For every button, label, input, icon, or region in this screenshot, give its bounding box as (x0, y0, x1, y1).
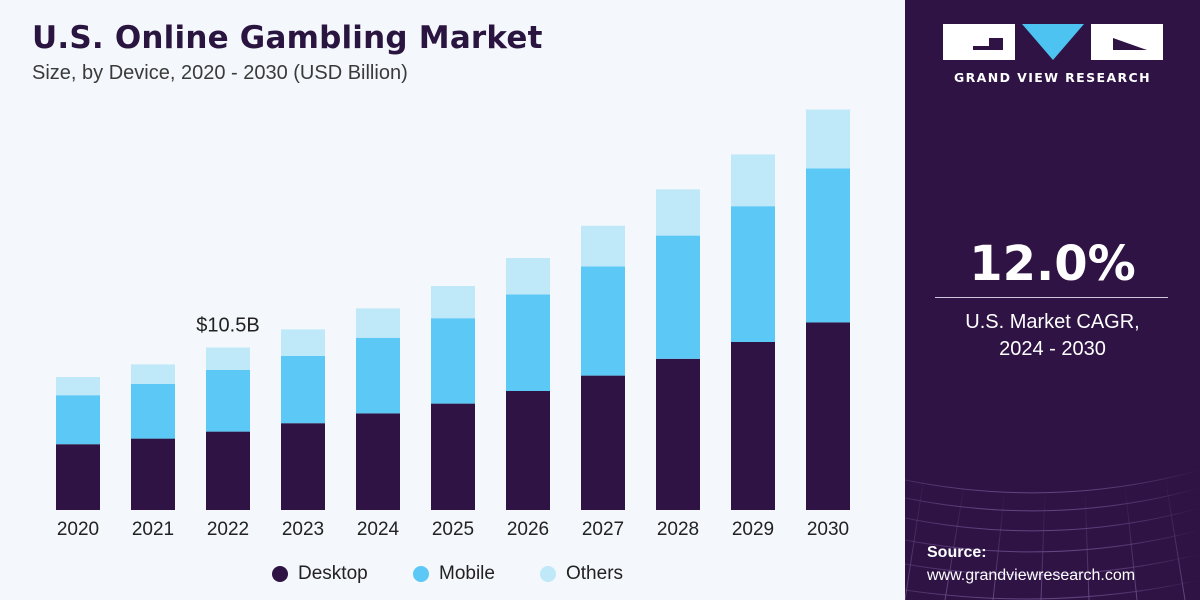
x-tick-2020: 2020 (57, 519, 99, 540)
bar-desktop-2023 (281, 423, 325, 510)
data-label-2022: $10.5B (196, 315, 259, 337)
legend-swatch-mobile (413, 566, 429, 582)
x-tick-2029: 2029 (732, 519, 774, 540)
x-tick-2026: 2026 (507, 519, 549, 540)
legend-item-desktop: Desktop (272, 563, 368, 585)
bar-mobile-2021 (131, 384, 175, 439)
gvr-logo (943, 24, 1163, 60)
bar-desktop-2026 (506, 391, 550, 510)
bar-desktop-2022 (206, 431, 250, 510)
bar-mobile-2026 (506, 294, 550, 391)
x-tick-2028: 2028 (657, 519, 699, 540)
x-tick-2024: 2024 (357, 519, 400, 540)
bar-others-2028 (656, 189, 700, 236)
bar-desktop-2025 (431, 403, 475, 510)
bar-others-2020 (56, 377, 100, 396)
bar-others-2026 (506, 258, 550, 295)
bar-others-2024 (356, 308, 400, 338)
legend-item-mobile: Mobile (413, 563, 495, 585)
bar-others-2025 (431, 286, 475, 319)
bar-mobile-2030 (806, 168, 850, 323)
bar-others-2027 (581, 225, 625, 267)
x-tick-2022: 2022 (207, 519, 249, 540)
x-tick-2030: 2030 (807, 519, 849, 540)
bar-desktop-2020 (56, 444, 100, 510)
bar-mobile-2023 (281, 356, 325, 424)
x-tick-2023: 2023 (282, 519, 324, 540)
cagr-label: U.S. Market CAGR, 2024 - 2030 (905, 309, 1200, 363)
legend-label-mobile: Mobile (439, 563, 495, 584)
cagr-label-line1: U.S. Market CAGR, (965, 311, 1140, 333)
legend-swatch-desktop (272, 566, 288, 582)
grid-floor-graphic (905, 469, 1200, 600)
side-panel: GRAND VIEW RESEARCH 12.0% U.S. Market CA… (905, 0, 1200, 600)
legend-item-others: Others (540, 563, 623, 585)
bar-desktop-2024 (356, 413, 400, 510)
legend-label-others: Others (566, 563, 624, 584)
cagr-value: 12.0% (969, 236, 1136, 292)
legend: Desktop Mobile Others (0, 563, 905, 587)
chart-title: U.S. Online Gambling Market (32, 20, 543, 56)
chart-subtitle: Size, by Device, 2020 - 2030 (USD Billio… (32, 62, 408, 84)
bar-mobile-2025 (431, 318, 475, 404)
source-url: www.grandviewresearch.com (927, 567, 1136, 584)
bar-mobile-2024 (356, 337, 400, 414)
bar-others-2021 (131, 364, 175, 384)
bar-desktop-2027 (581, 375, 625, 510)
chart-area: U.S. Online Gambling Market Size, by Dev… (0, 20, 905, 587)
bar-mobile-2027 (581, 266, 625, 376)
bar-desktop-2028 (656, 358, 700, 510)
x-tick-2027: 2027 (582, 519, 624, 540)
stacked-bar-chart: 2020 2021 2022 2023 2024 2025 2026 2027 2028 2029… (56, 109, 850, 540)
bar-mobile-2020 (56, 395, 100, 445)
bar-mobile-2022 (206, 370, 250, 432)
brand-name: GRAND VIEW RESEARCH (954, 70, 1151, 85)
bar-desktop-2021 (131, 438, 175, 510)
bar-others-2023 (281, 329, 325, 356)
source-title: Source: (927, 544, 987, 561)
x-tick-2021: 2021 (132, 519, 174, 540)
bar-others-2030 (806, 109, 850, 169)
legend-label-desktop: Desktop (298, 563, 368, 584)
x-tick-2025: 2025 (432, 519, 474, 540)
cagr-label-line2: 2024 - 2030 (999, 338, 1106, 360)
bar-desktop-2030 (806, 322, 850, 510)
legend-swatch-others (540, 566, 556, 582)
bar-others-2029 (731, 154, 775, 207)
cagr-divider (935, 297, 1168, 298)
bar-mobile-2028 (656, 235, 700, 359)
bar-others-2022 (206, 347, 250, 370)
bar-desktop-2029 (731, 342, 775, 510)
bar-mobile-2029 (731, 206, 775, 342)
